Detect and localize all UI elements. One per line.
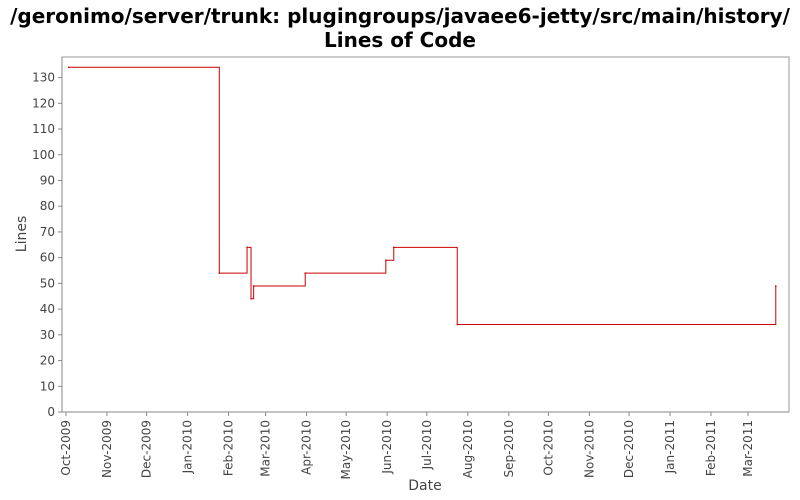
x-tick-label: May-2010 [339, 420, 353, 479]
y-tick-label: 30 [40, 328, 55, 342]
data-point [774, 285, 777, 287]
y-tick-label: 100 [32, 148, 55, 162]
data-point [250, 298, 252, 300]
x-tick-label: Dec-2010 [622, 420, 636, 478]
x-tick-label: Nov-2009 [100, 420, 114, 478]
y-tick-label: 70 [40, 225, 55, 239]
x-tick-label: Jan-2011 [663, 420, 677, 474]
x-tick-label: Aug-2010 [461, 420, 475, 478]
chart-title-line-2: Lines of Code [324, 28, 476, 52]
x-tick-label: Feb-2011 [704, 420, 718, 476]
x-tick-label: Nov-2010 [582, 420, 596, 478]
y-axis-label: Lines [14, 216, 30, 252]
data-point [252, 285, 255, 287]
y-tick-label: 130 [32, 71, 55, 85]
x-axis-ticks: Oct-2009 Nov-2009 Dec-2009 Jan-2010 Feb-2010… [59, 412, 755, 479]
data-point [456, 323, 459, 326]
x-tick-label: Jan-2010 [181, 420, 195, 474]
y-tick-label: 80 [40, 199, 55, 213]
y-tick-label: 50 [40, 276, 55, 290]
x-tick-label: Mar-2010 [259, 420, 273, 477]
y-axis-ticks: 0 10 20 30 40 50 60 70 80 90 100 110 120 130 [32, 71, 62, 419]
data-point [246, 246, 248, 249]
data-point [218, 272, 221, 274]
x-tick-label: Jun-2010 [380, 420, 394, 475]
x-tick-label: Feb-2010 [222, 420, 236, 476]
data-point [67, 66, 70, 69]
y-tick-label: 110 [32, 122, 55, 136]
chart-title-line-1: /geronimo/server/trunk: plugingroups/jav… [10, 4, 790, 28]
series-line [68, 66, 777, 326]
series-layer [67, 66, 777, 326]
y-tick-label: 40 [40, 302, 55, 316]
x-tick-label: Sep-2010 [502, 420, 516, 478]
x-axis-label: Date [408, 478, 441, 494]
data-point [392, 246, 395, 249]
y-tick-label: 60 [40, 251, 55, 265]
x-tick-label: Dec-2009 [140, 420, 154, 478]
x-tick-label: Oct-2010 [541, 420, 555, 476]
data-point [385, 259, 387, 262]
y-tick-label: 0 [47, 405, 55, 419]
x-tick-label: Apr-2010 [300, 420, 314, 475]
y-tick-label: 10 [40, 379, 55, 393]
y-tick-label: 90 [40, 173, 55, 187]
x-tick-label: Jul-2010 [420, 420, 434, 470]
x-tick-label: Oct-2009 [59, 420, 73, 476]
plot-background [61, 56, 790, 413]
x-tick-label: Mar-2011 [741, 420, 755, 477]
data-point [304, 272, 307, 274]
y-tick-label: 120 [32, 96, 55, 110]
y-tick-label: 20 [40, 354, 55, 368]
